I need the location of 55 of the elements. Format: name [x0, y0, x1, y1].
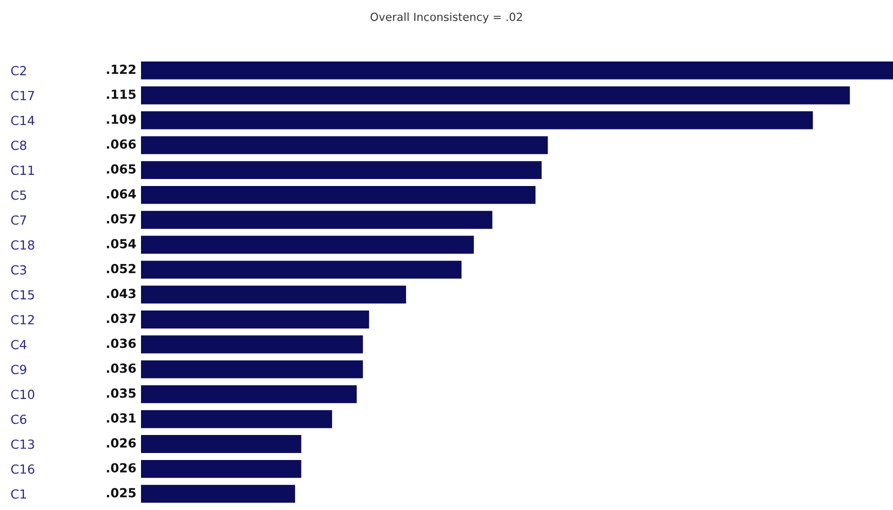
y-tick-label: C16	[11, 464, 34, 474]
data-label: .031	[106, 413, 136, 423]
y-tick-label: C3	[11, 265, 26, 275]
data-label: .115	[106, 90, 136, 99]
bar	[141, 161, 542, 180]
data-label: .036	[106, 363, 136, 373]
y-tick-label: C11	[11, 166, 34, 175]
y-tick-label: C15	[11, 290, 34, 300]
y-tick-label: C14	[11, 116, 34, 126]
y-tick-label: C5	[11, 190, 26, 200]
data-label: .122	[106, 64, 136, 74]
y-tick-label: C8	[11, 140, 26, 150]
data-label: .057	[106, 214, 136, 224]
y-tick-label: C6	[11, 414, 26, 424]
bar	[141, 136, 548, 154]
data-label: .052	[106, 264, 136, 274]
bar	[141, 435, 302, 453]
data-label: .036	[106, 338, 136, 348]
y-tick-label: C1	[11, 489, 26, 499]
data-label: .109	[106, 114, 136, 124]
bar	[141, 186, 536, 204]
bar	[141, 236, 474, 254]
data-label: .066	[106, 139, 136, 149]
bar	[141, 61, 893, 80]
bar	[141, 286, 406, 304]
data-label: .065	[106, 164, 136, 174]
y-tick-label: C10	[11, 390, 34, 400]
data-label: .026	[106, 438, 136, 448]
chart-title: Overall Inconsistency = .02	[370, 12, 522, 24]
data-label: .064	[106, 189, 136, 199]
y-tick-label: C9	[11, 364, 26, 374]
bar	[141, 210, 492, 229]
bar	[141, 310, 370, 328]
data-label: .037	[106, 314, 136, 324]
data-label: .035	[106, 388, 136, 398]
data-label: .025	[106, 488, 136, 498]
bar	[141, 260, 462, 279]
data-label: .054	[106, 238, 136, 248]
bar	[141, 484, 296, 503]
y-tick-label: C18	[11, 240, 34, 250]
bar	[141, 410, 332, 428]
y-tick-label: C7	[11, 215, 26, 225]
y-tick-label: C17	[11, 90, 34, 100]
bar	[141, 360, 363, 378]
bar	[141, 111, 813, 130]
y-tick-label: C13	[11, 439, 34, 449]
y-tick-label: C4	[11, 340, 26, 350]
bar	[141, 86, 850, 104]
y-tick-label: C12	[11, 314, 34, 324]
bar	[141, 385, 357, 404]
data-label: .043	[106, 288, 136, 298]
data-label: .026	[106, 463, 136, 473]
bar	[141, 335, 363, 354]
y-tick-label: C2	[11, 66, 26, 76]
bar	[141, 460, 302, 478]
